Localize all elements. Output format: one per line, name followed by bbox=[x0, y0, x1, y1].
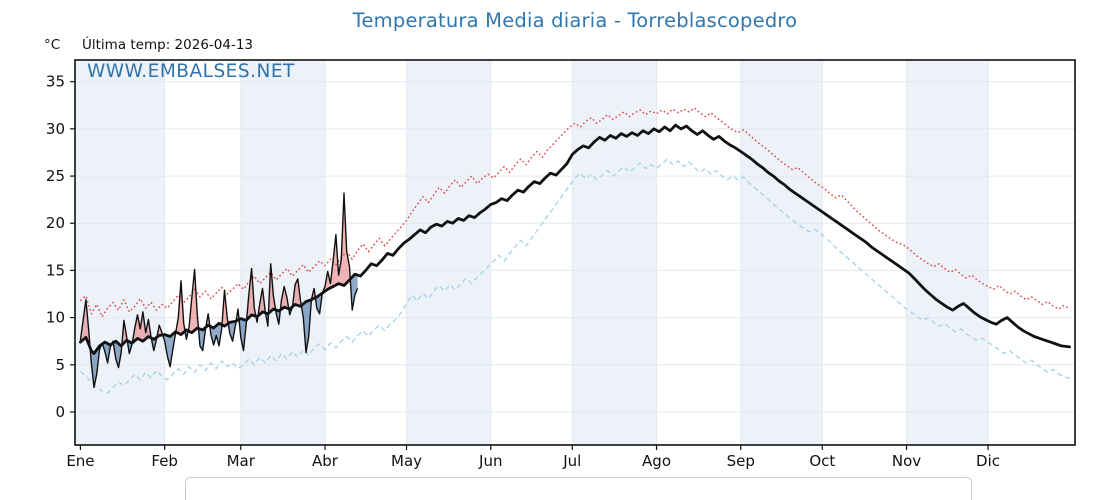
x-axis-month-label: Sep bbox=[727, 452, 755, 470]
month-band bbox=[240, 60, 325, 445]
axis-ticks bbox=[70, 81, 989, 450]
y-axis-tick-label: 25 bbox=[46, 167, 65, 185]
legend: Percentil 95 Percentil 5 Temperatura Med… bbox=[185, 477, 973, 500]
y-axis-tick-label: 35 bbox=[46, 73, 65, 91]
x-axis-month-label: Feb bbox=[151, 452, 178, 470]
x-axis-month-label: Oct bbox=[809, 452, 835, 470]
series-percentil-5 bbox=[79, 158, 1070, 394]
month-band bbox=[906, 60, 989, 445]
y-axis-tick-label: 10 bbox=[46, 309, 65, 327]
x-axis-month-label: Abr bbox=[312, 452, 339, 470]
x-axis-month-label: Ene bbox=[66, 452, 94, 470]
y-axis-tick-label: 5 bbox=[55, 356, 65, 374]
month-band bbox=[572, 60, 657, 445]
x-axis-month-label: Jul bbox=[562, 452, 581, 470]
y-axis-tick-label: 20 bbox=[46, 214, 65, 232]
series-percentil-95 bbox=[79, 107, 1070, 318]
y-axis-tick-label: 0 bbox=[55, 403, 65, 421]
x-axis-month-label: Dic bbox=[976, 452, 1000, 470]
x-axis-month-label: May bbox=[391, 452, 422, 470]
series-temperatura-mediana bbox=[79, 123, 1071, 355]
y-axis-tick-label: 15 bbox=[46, 261, 65, 279]
x-axis-month-label: Jun bbox=[478, 452, 502, 470]
x-axis-month-label: Ago bbox=[642, 452, 671, 470]
watermark: WWW.EMBALSES.NET bbox=[87, 61, 295, 82]
month-bands bbox=[75, 60, 989, 445]
chart-title: Temperatura Media diaria - Torreblascope… bbox=[352, 9, 798, 32]
y-axis-labels: 0 5 10 15 20 25 30 35 bbox=[46, 73, 65, 421]
x-axis-month-label: Mar bbox=[227, 452, 256, 470]
month-band bbox=[75, 60, 165, 445]
y-axis-tick-label: 30 bbox=[46, 120, 65, 138]
x-axis-month-label: Nov bbox=[892, 452, 921, 470]
month-band bbox=[740, 60, 823, 445]
last-temp-label: Última temp: 2026-04-13 bbox=[82, 37, 254, 53]
month-band bbox=[406, 60, 491, 445]
y-axis-unit-label: °C bbox=[44, 37, 61, 53]
x-axis-labels: Ene Feb Mar Abr May Jun Jul Ago Sep Oct Nov Dic bbox=[66, 452, 1000, 470]
gridlines bbox=[75, 60, 1075, 445]
plot-frame bbox=[74, 59, 1076, 446]
